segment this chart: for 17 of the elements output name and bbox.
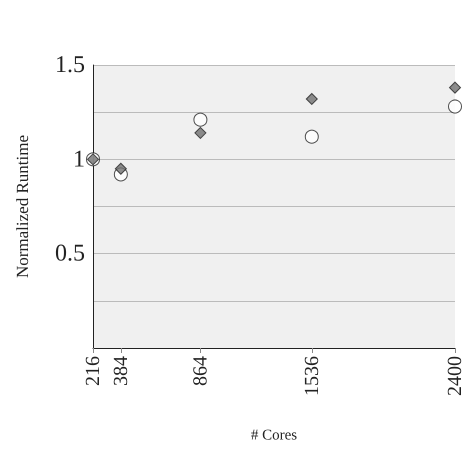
y-axis-title: Normalized Runtime — [13, 134, 32, 278]
y-tick-label: 0.5 — [55, 240, 85, 267]
y-tick-label: 1.5 — [55, 52, 85, 78]
point — [448, 100, 462, 114]
x-tick-label: 2400 — [444, 356, 466, 396]
y-tick-label: 1 — [73, 146, 85, 172]
x-tick-label: 384 — [110, 356, 132, 386]
x-tick-label: 864 — [189, 356, 212, 386]
point — [304, 130, 319, 144]
x-tick-label: 1536 — [300, 356, 323, 396]
point — [114, 162, 127, 175]
x-tick-label: 216 — [82, 356, 104, 386]
point — [194, 126, 206, 139]
point — [306, 92, 318, 105]
point — [449, 82, 461, 94]
point — [193, 112, 208, 127]
x-axis-title: # Cores — [250, 428, 298, 444]
